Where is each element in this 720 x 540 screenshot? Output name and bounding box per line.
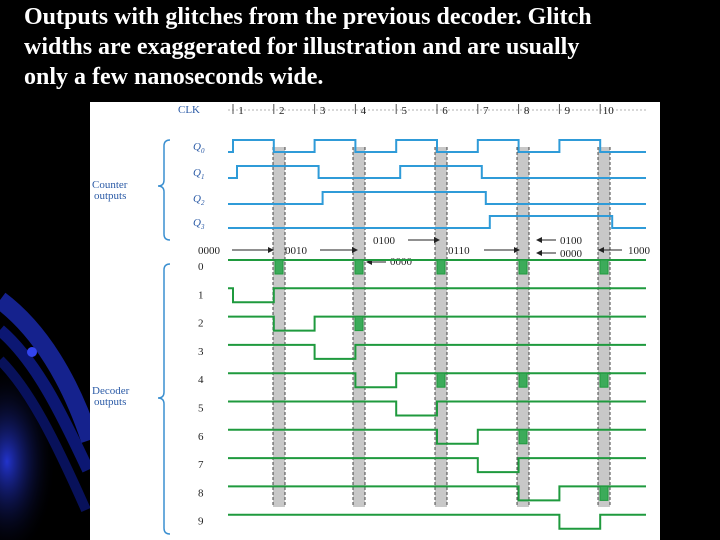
state-arrowhead: [352, 247, 358, 253]
decoder-waveform-2: [228, 315, 646, 332]
timing-diagram: CLK 1 2 3 4 5 6 7 8 9 10Q 0Q 1Q 2Q 3Counteroutputs0000…: [92, 104, 651, 535]
counter-signal-subscript: 3: [200, 223, 205, 231]
state-label-0000-right: 0000: [560, 248, 583, 260]
state-label-0100-right: 0100: [560, 235, 583, 247]
glitch-band: [517, 147, 529, 507]
clk-label: CLK: [178, 104, 200, 116]
clk-pulse-number: 5: [401, 105, 407, 117]
decoder-waveform-7: [228, 457, 646, 474]
counter-signal-subscript: 0: [201, 147, 205, 155]
counter-signal-label-Q1: Q: [193, 167, 201, 179]
clk-pulse-number: 3: [320, 105, 326, 117]
glitch-spike: [518, 429, 528, 445]
clk-pulse-number: 9: [565, 105, 571, 117]
clk-pulse-number: 1: [238, 105, 244, 117]
clk-pulse-number: 10: [603, 105, 615, 117]
caption-line-2: widths are exaggerated for illustration …: [24, 34, 580, 60]
glitch-band: [598, 147, 610, 507]
q2-waveform: [228, 191, 646, 205]
state-arrowhead: [598, 247, 604, 253]
decoder-waveform-1: [228, 287, 646, 304]
clk-pulse-number: 8: [524, 105, 530, 117]
clk-pulse-number: 6: [442, 105, 448, 117]
decoder-output-label-4: 4: [198, 374, 204, 386]
q1-waveform: [228, 165, 646, 179]
decoder-brace: [157, 263, 171, 535]
state-label-0000-mid: 0000: [390, 256, 413, 268]
counter-signal-subscript: 1: [201, 173, 205, 181]
counter-signal-label-Q3: Q: [193, 217, 201, 229]
decoder-output-label-1: 1: [198, 289, 204, 301]
glitch-band: [435, 147, 447, 507]
state-label-0110: 0110: [448, 245, 470, 257]
glitch-spike: [436, 372, 446, 388]
clk-pulse-number: 7: [483, 105, 489, 117]
state-arrowhead: [536, 237, 542, 243]
decoder-output-label-7: 7: [198, 459, 204, 471]
counter-brace: [157, 139, 171, 241]
decoder-group-label-2: outputs: [94, 396, 126, 408]
counter-signal-label-Q0: Q: [193, 141, 201, 153]
q3-waveform: [228, 215, 646, 229]
glitch-spike: [354, 316, 364, 332]
decoder-waveform-3: [228, 343, 646, 360]
decoder-output-label-5: 5: [198, 403, 204, 415]
state-arrowhead: [536, 250, 542, 256]
glitch-spike: [436, 259, 446, 275]
decoder-waveform-8: [228, 485, 646, 502]
q0-waveform: [228, 139, 646, 153]
caption-line-3: only a few nanoseconds wide.: [24, 64, 324, 90]
glitch-spike: [599, 485, 609, 501]
state-arrowhead: [268, 247, 274, 253]
decoder-output-label-0: 0: [198, 261, 204, 273]
state-label-0000: 0000: [198, 245, 221, 257]
clk-pulse-number: 4: [361, 105, 367, 117]
slide-caption: Outputs with glitches from the previous …: [24, 2, 714, 92]
caption-line-1: Outputs with glitches from the previous …: [24, 4, 592, 30]
state-label-0100-top: 0100: [373, 235, 396, 247]
decoder-waveform-9: [228, 513, 646, 530]
glitch-spike: [518, 259, 528, 275]
glitch-spike: [599, 259, 609, 275]
state-label-0010: 0010: [285, 245, 308, 257]
counter-group-label-2: outputs: [94, 190, 126, 202]
glitch-spike: [599, 372, 609, 388]
decoder-output-label-3: 3: [198, 346, 204, 358]
glitch-spike: [518, 372, 528, 388]
decoder-output-label-9: 9: [198, 516, 204, 528]
decoder-output-label-6: 6: [198, 431, 204, 443]
decoder-waveform-6: [228, 428, 646, 445]
glitch-spike: [354, 259, 364, 275]
timing-diagram-figure: CLK 1 2 3 4 5 6 7 8 9 10 Q 0 Q 1 Q 2 Q 3 Counter outputs 0000…: [90, 102, 660, 540]
glitch-band: [273, 147, 285, 507]
glitch-spike: [274, 259, 284, 275]
decoder-waveform-5: [228, 400, 646, 417]
clk-pulse-number: 2: [279, 105, 285, 117]
decoder-output-label-8: 8: [198, 487, 204, 499]
counter-signal-label-Q2: Q: [193, 193, 201, 205]
state-arrowhead: [434, 237, 440, 243]
state-label-1000: 1000: [628, 245, 651, 257]
state-arrowhead: [514, 247, 520, 253]
counter-signal-subscript: 2: [201, 199, 205, 207]
bullet-dot: [27, 347, 37, 357]
decoder-group-label: Decoder: [92, 385, 130, 397]
counter-group-label: Counter: [92, 179, 128, 191]
decoder-output-label-2: 2: [198, 318, 204, 330]
